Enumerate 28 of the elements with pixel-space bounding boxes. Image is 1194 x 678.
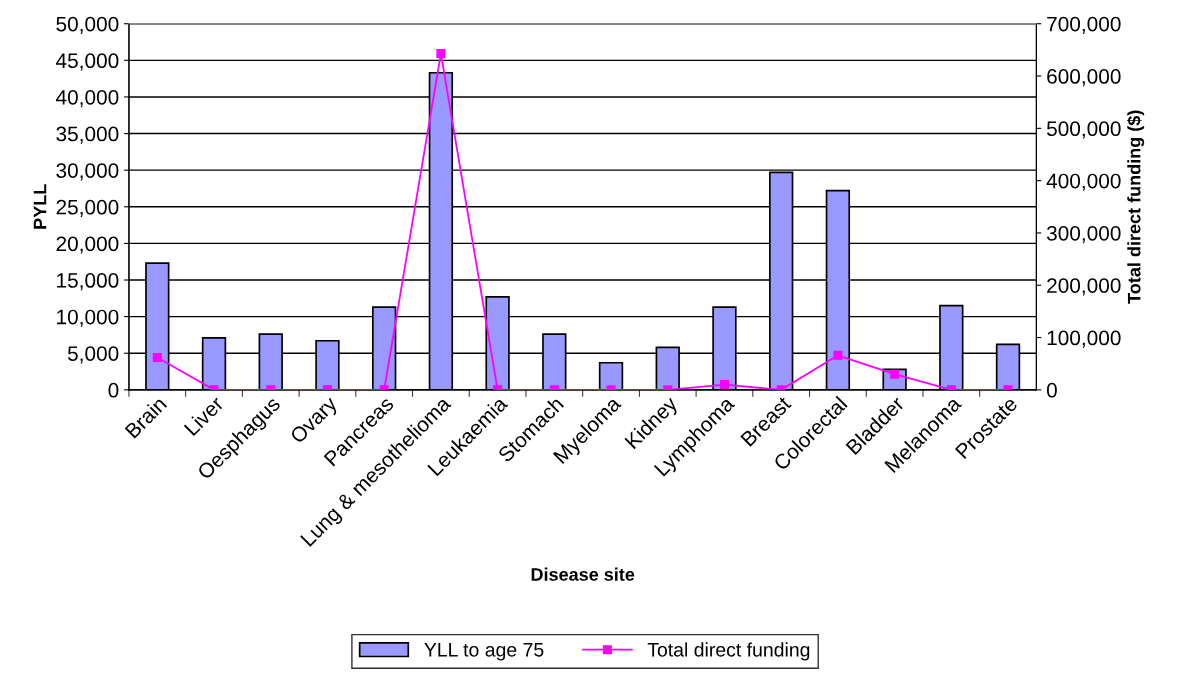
y2-axis-title: Total direct funding ($) bbox=[1126, 110, 1145, 304]
y-tick-label: 45,000 bbox=[55, 53, 119, 71]
y2-tick-label: 100,000 bbox=[1047, 330, 1121, 348]
y2-tick-label: 500,000 bbox=[1046, 121, 1121, 139]
x-axis-title: Disease site bbox=[531, 567, 635, 581]
y-tick-label: 10,000 bbox=[57, 309, 119, 327]
y-tick-label: 50,000 bbox=[56, 16, 119, 34]
y-tick-label: 30,000 bbox=[56, 163, 119, 181]
y-tick-label: 25,000 bbox=[56, 199, 119, 217]
y-tick-label: 15,000 bbox=[57, 273, 119, 291]
y2-tick-label: 700,000 bbox=[1047, 16, 1121, 34]
y2-tick-label: 600,000 bbox=[1047, 69, 1121, 87]
bar bbox=[598, 361, 624, 390]
y2-tick-label: 200,000 bbox=[1047, 278, 1121, 296]
y2-tick-label: 300,000 bbox=[1046, 225, 1121, 244]
y2-tick-label: 0 bbox=[1046, 382, 1057, 398]
y2-tick-label: 400,000 bbox=[1046, 173, 1121, 191]
y-tick-label: 0 bbox=[108, 382, 119, 398]
point bbox=[152, 352, 162, 362]
y-tick-label: 5,000 bbox=[67, 346, 119, 364]
point bbox=[436, 49, 446, 59]
legend-label: Total direct funding bbox=[647, 642, 810, 661]
y-tick-label: 35,000 bbox=[56, 126, 119, 144]
y-tick-label: 20,000 bbox=[56, 236, 119, 254]
y-tick-label: 40,000 bbox=[55, 89, 119, 108]
point bbox=[833, 350, 843, 360]
y-axis-title: PYLL bbox=[33, 184, 47, 229]
legend-label: YLL to age 75 bbox=[424, 643, 544, 661]
